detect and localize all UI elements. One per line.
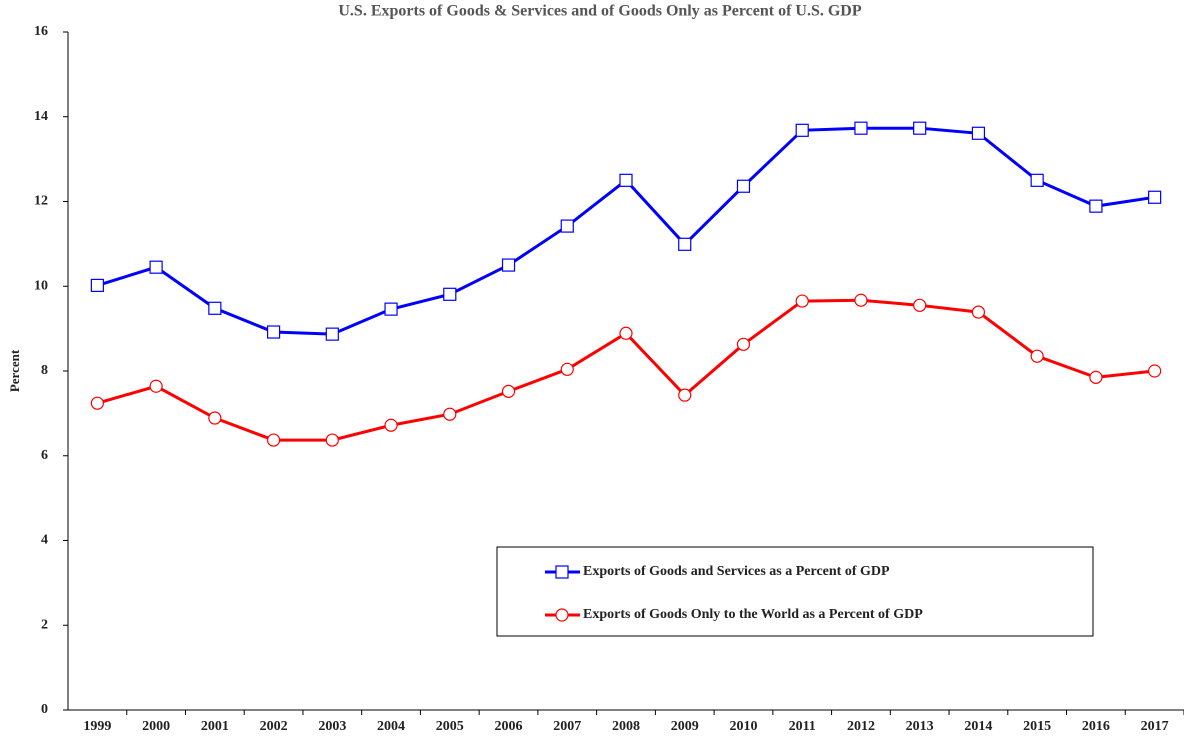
marker — [501, 258, 516, 272]
marker — [1030, 173, 1044, 187]
x-tick-label: 2008 — [612, 719, 640, 734]
legend-box — [496, 546, 1094, 637]
marker — [266, 433, 281, 447]
x-tick-label: 2009 — [671, 719, 699, 734]
marker — [208, 301, 222, 315]
series-line — [96, 126, 1155, 336]
marker — [619, 173, 633, 187]
marker — [1148, 364, 1162, 378]
y-tick-label: 14 — [34, 109, 48, 124]
marker — [913, 121, 927, 135]
marker — [149, 260, 163, 274]
series-line — [96, 298, 1155, 442]
marker — [501, 384, 516, 398]
x-tick-label: 2001 — [201, 719, 229, 734]
marker — [1148, 190, 1162, 204]
legend-label: Exports of Goods and Services as a Perce… — [583, 564, 890, 579]
marker — [384, 302, 398, 316]
legend-label: Exports of Goods Only to the World as a … — [583, 607, 923, 622]
x-tick-label: 2006 — [495, 719, 523, 734]
marker — [678, 388, 692, 402]
marker — [854, 121, 868, 135]
y-tick-label: 2 — [41, 617, 48, 632]
marker — [555, 608, 569, 622]
x-tick-label: 2004 — [377, 719, 405, 734]
marker — [1089, 199, 1103, 213]
marker — [560, 219, 574, 233]
x-tick-label: 2002 — [260, 719, 288, 734]
marker — [325, 433, 339, 447]
y-tick-label: 8 — [41, 363, 48, 378]
marker — [795, 123, 809, 137]
marker — [1030, 349, 1044, 363]
marker — [149, 379, 163, 393]
marker — [1089, 370, 1103, 384]
marker — [619, 326, 633, 340]
x-tick-label: 2003 — [318, 719, 346, 734]
marker — [971, 305, 986, 319]
marker — [736, 337, 751, 351]
marker — [90, 396, 104, 410]
x-tick-label: 2014 — [964, 719, 992, 734]
x-tick-label: 1999 — [83, 719, 111, 734]
y-tick-label: 0 — [41, 702, 48, 717]
chart-title: U.S. Exports of Goods & Services and of … — [338, 3, 861, 20]
y-tick-label: 6 — [41, 448, 48, 463]
marker — [555, 565, 569, 579]
x-tick-label: 2017 — [1141, 719, 1169, 734]
marker — [90, 278, 104, 293]
marker — [443, 287, 457, 301]
x-tick-label: 2011 — [789, 719, 816, 734]
marker — [384, 418, 398, 432]
marker — [854, 293, 868, 307]
marker — [208, 411, 222, 425]
x-tick-label: 2007 — [553, 719, 581, 734]
x-tick-label: 2000 — [142, 719, 170, 734]
marker — [971, 126, 986, 140]
x-tick-label: 2010 — [729, 719, 757, 734]
marker — [795, 294, 809, 308]
marker — [443, 407, 457, 421]
x-tick-label: 2012 — [847, 719, 875, 734]
y-tick-label: 16 — [34, 24, 48, 39]
x-tick-label: 2013 — [906, 719, 934, 734]
marker — [678, 237, 692, 251]
marker — [736, 179, 751, 193]
y-tick-label: 10 — [34, 278, 48, 293]
marker — [560, 362, 574, 376]
x-tick-label: 2005 — [436, 719, 464, 734]
marker — [266, 325, 281, 339]
marker — [325, 327, 339, 341]
y-tick-label: 12 — [34, 194, 48, 209]
x-tick-label: 2016 — [1082, 719, 1110, 734]
marker — [913, 298, 927, 312]
y-tick-label: 4 — [41, 533, 48, 548]
y-axis-label: Percent — [7, 349, 22, 392]
x-tick-label: 2015 — [1023, 719, 1051, 734]
